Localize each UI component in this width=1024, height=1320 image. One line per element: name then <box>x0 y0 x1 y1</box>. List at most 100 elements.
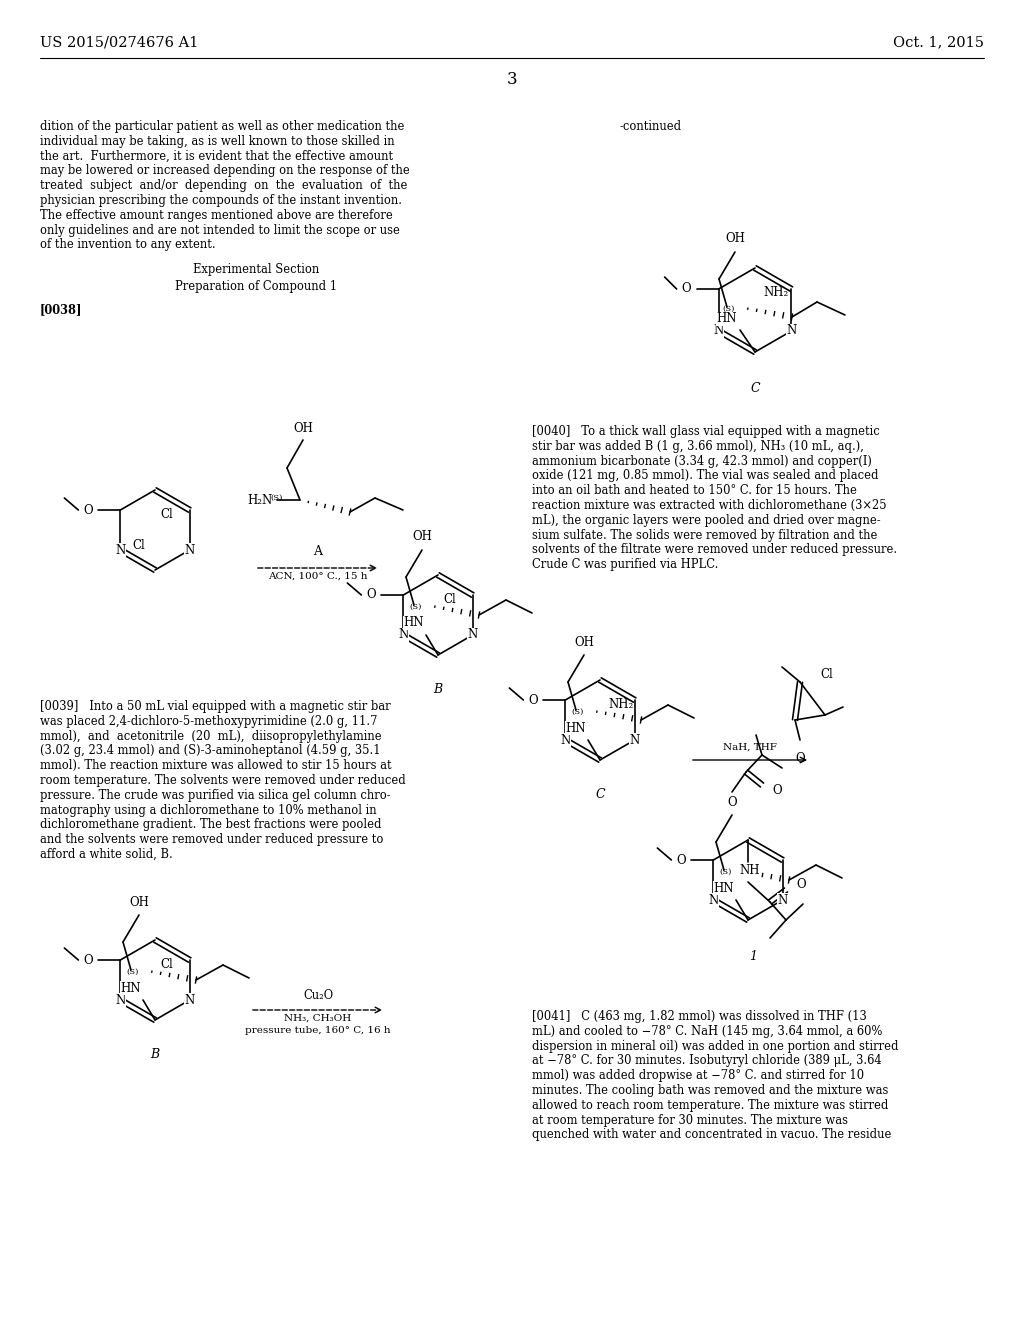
Text: [0038]: [0038] <box>40 302 83 315</box>
Text: N: N <box>630 734 640 747</box>
Text: pressure tube, 160° C, 16 h: pressure tube, 160° C, 16 h <box>245 1026 391 1035</box>
Text: at −78° C. for 30 minutes. Isobutyryl chloride (389 μL, 3.64: at −78° C. for 30 minutes. Isobutyryl ch… <box>532 1055 882 1068</box>
Text: physician prescribing the compounds of the instant invention.: physician prescribing the compounds of t… <box>40 194 402 207</box>
Text: O: O <box>84 953 93 966</box>
Text: O: O <box>727 796 737 808</box>
Text: H₂N: H₂N <box>248 494 272 507</box>
Text: C: C <box>595 788 605 801</box>
Text: (S): (S) <box>127 968 139 975</box>
Text: N: N <box>714 325 724 338</box>
Text: N: N <box>777 894 787 907</box>
Text: mmol). The reaction mixture was allowed to stir 15 hours at: mmol). The reaction mixture was allowed … <box>40 759 391 772</box>
Text: O: O <box>796 752 805 766</box>
Text: treated  subject  and/or  depending  on  the  evaluation  of  the: treated subject and/or depending on the … <box>40 180 408 193</box>
Text: Cl: Cl <box>160 958 173 972</box>
Text: mmol),  and  acetonitrile  (20  mL),  diisopropylethylamine: mmol), and acetonitrile (20 mL), diisopr… <box>40 730 382 743</box>
Text: B: B <box>433 682 442 696</box>
Text: Cl: Cl <box>160 508 173 521</box>
Text: matography using a dichloromethane to 10% methanol in: matography using a dichloromethane to 10… <box>40 804 377 817</box>
Text: was placed 2,4-dichloro-5-methoxypyrimidine (2.0 g, 11.7: was placed 2,4-dichloro-5-methoxypyrimid… <box>40 715 378 727</box>
Text: quenched with water and concentrated in vacuo. The residue: quenched with water and concentrated in … <box>532 1129 891 1142</box>
Text: afford a white solid, B.: afford a white solid, B. <box>40 847 173 861</box>
Text: 3: 3 <box>507 71 517 88</box>
Text: dichloromethane gradient. The best fractions were pooled: dichloromethane gradient. The best fract… <box>40 818 382 832</box>
Text: mL) and cooled to −78° C. NaH (145 mg, 3.64 mmol, a 60%: mL) and cooled to −78° C. NaH (145 mg, 3… <box>532 1024 883 1038</box>
Text: N: N <box>398 628 409 642</box>
Text: allowed to reach room temperature. The mixture was stirred: allowed to reach room temperature. The m… <box>532 1098 889 1111</box>
Text: B: B <box>151 1048 160 1061</box>
Text: room temperature. The solvents were removed under reduced: room temperature. The solvents were remo… <box>40 774 406 787</box>
Text: HN: HN <box>565 722 587 734</box>
Text: NH₃, CH₃OH: NH₃, CH₃OH <box>285 1014 351 1023</box>
Text: mL), the organic layers were pooled and dried over magne-: mL), the organic layers were pooled and … <box>532 513 881 527</box>
Text: OH: OH <box>725 232 744 246</box>
Text: US 2015/0274676 A1: US 2015/0274676 A1 <box>40 36 199 49</box>
Text: A: A <box>313 545 323 558</box>
Text: and the solvents were removed under reduced pressure to: and the solvents were removed under redu… <box>40 833 383 846</box>
Text: solvents of the filtrate were removed under reduced pressure.: solvents of the filtrate were removed un… <box>532 544 897 557</box>
Text: OH: OH <box>574 635 594 648</box>
Text: [0041]   C (463 mg, 1.82 mmol) was dissolved in THF (13: [0041] C (463 mg, 1.82 mmol) was dissolv… <box>532 1010 866 1023</box>
Text: dition of the particular patient as well as other medication the: dition of the particular patient as well… <box>40 120 404 133</box>
Text: HN: HN <box>403 616 424 630</box>
Text: dispersion in mineral oil) was added in one portion and stirred: dispersion in mineral oil) was added in … <box>532 1040 898 1052</box>
Text: sium sulfate. The solids were removed by filtration and the: sium sulfate. The solids were removed by… <box>532 528 878 541</box>
Text: N: N <box>116 994 126 1006</box>
Text: N: N <box>560 734 570 747</box>
Text: Experimental Section: Experimental Section <box>193 263 319 276</box>
Text: individual may be taking, as is well known to those skilled in: individual may be taking, as is well kno… <box>40 135 394 148</box>
Text: [0040]   To a thick wall glass vial equipped with a magnetic: [0040] To a thick wall glass vial equipp… <box>532 425 880 438</box>
Text: N: N <box>786 325 797 338</box>
Text: O: O <box>367 589 376 602</box>
Text: O: O <box>677 854 686 866</box>
Text: N: N <box>184 544 195 557</box>
Text: stir bar was added B (1 g, 3.66 mmol), NH₃ (10 mL, aq.),: stir bar was added B (1 g, 3.66 mmol), N… <box>532 440 864 453</box>
Text: O: O <box>772 784 781 796</box>
Text: Oct. 1, 2015: Oct. 1, 2015 <box>893 36 984 49</box>
Text: of the invention to any extent.: of the invention to any extent. <box>40 239 216 251</box>
Text: (S): (S) <box>571 708 584 715</box>
Text: O: O <box>682 282 691 296</box>
Text: into an oil bath and heated to 150° C. for 15 hours. The: into an oil bath and heated to 150° C. f… <box>532 484 857 498</box>
Text: (S): (S) <box>270 494 284 502</box>
Text: (3.02 g, 23.4 mmol) and (S)-3-aminoheptanol (4.59 g, 35.1: (3.02 g, 23.4 mmol) and (S)-3-aminohepta… <box>40 744 381 758</box>
Text: [0039]   Into a 50 mL vial equipped with a magnetic stir bar: [0039] Into a 50 mL vial equipped with a… <box>40 700 390 713</box>
Text: 1: 1 <box>749 950 757 964</box>
Text: O: O <box>84 503 93 516</box>
Text: only guidelines and are not intended to limit the scope or use: only guidelines and are not intended to … <box>40 223 400 236</box>
Text: mmol) was added dropwise at −78° C. and stirred for 10: mmol) was added dropwise at −78° C. and … <box>532 1069 864 1082</box>
Text: the art.  Furthermore, it is evident that the effective amount: the art. Furthermore, it is evident that… <box>40 149 393 162</box>
Text: NH: NH <box>739 863 760 876</box>
Text: N: N <box>184 994 195 1006</box>
Text: C: C <box>751 381 760 395</box>
Text: HN: HN <box>121 982 141 994</box>
Text: (S): (S) <box>410 603 422 611</box>
Text: Cl: Cl <box>132 539 145 552</box>
Text: N: N <box>116 544 126 557</box>
Text: (S): (S) <box>720 869 732 876</box>
Text: Cu₂O: Cu₂O <box>303 989 333 1002</box>
Text: NaH, THF: NaH, THF <box>723 743 777 752</box>
Text: may be lowered or increased depending on the response of the: may be lowered or increased depending on… <box>40 165 410 177</box>
Text: minutes. The cooling bath was removed and the mixture was: minutes. The cooling bath was removed an… <box>532 1084 889 1097</box>
Text: HN: HN <box>714 882 734 895</box>
Text: OH: OH <box>129 895 148 908</box>
Text: N: N <box>709 894 719 907</box>
Text: NH₂: NH₂ <box>763 286 788 300</box>
Text: The effective amount ranges mentioned above are therefore: The effective amount ranges mentioned ab… <box>40 209 393 222</box>
Text: Preparation of Compound 1: Preparation of Compound 1 <box>175 280 337 293</box>
Text: oxide (121 mg, 0.85 mmol). The vial was sealed and placed: oxide (121 mg, 0.85 mmol). The vial was … <box>532 470 879 482</box>
Text: pressure. The crude was purified via silica gel column chro-: pressure. The crude was purified via sil… <box>40 789 390 801</box>
Text: Crude C was purified via HPLC.: Crude C was purified via HPLC. <box>532 558 719 572</box>
Text: at room temperature for 30 minutes. The mixture was: at room temperature for 30 minutes. The … <box>532 1114 848 1126</box>
Text: NH₂: NH₂ <box>608 698 633 711</box>
Text: (S): (S) <box>723 305 735 313</box>
Text: OH: OH <box>412 531 432 544</box>
Text: -continued: -continued <box>620 120 682 133</box>
Text: Cl: Cl <box>443 593 456 606</box>
Text: O: O <box>796 878 806 891</box>
Text: OH: OH <box>293 421 313 434</box>
Text: HN: HN <box>717 313 737 326</box>
Text: ammonium bicarbonate (3.34 g, 42.3 mmol) and copper(I): ammonium bicarbonate (3.34 g, 42.3 mmol)… <box>532 454 871 467</box>
Text: ACN, 100° C., 15 h: ACN, 100° C., 15 h <box>268 572 368 581</box>
